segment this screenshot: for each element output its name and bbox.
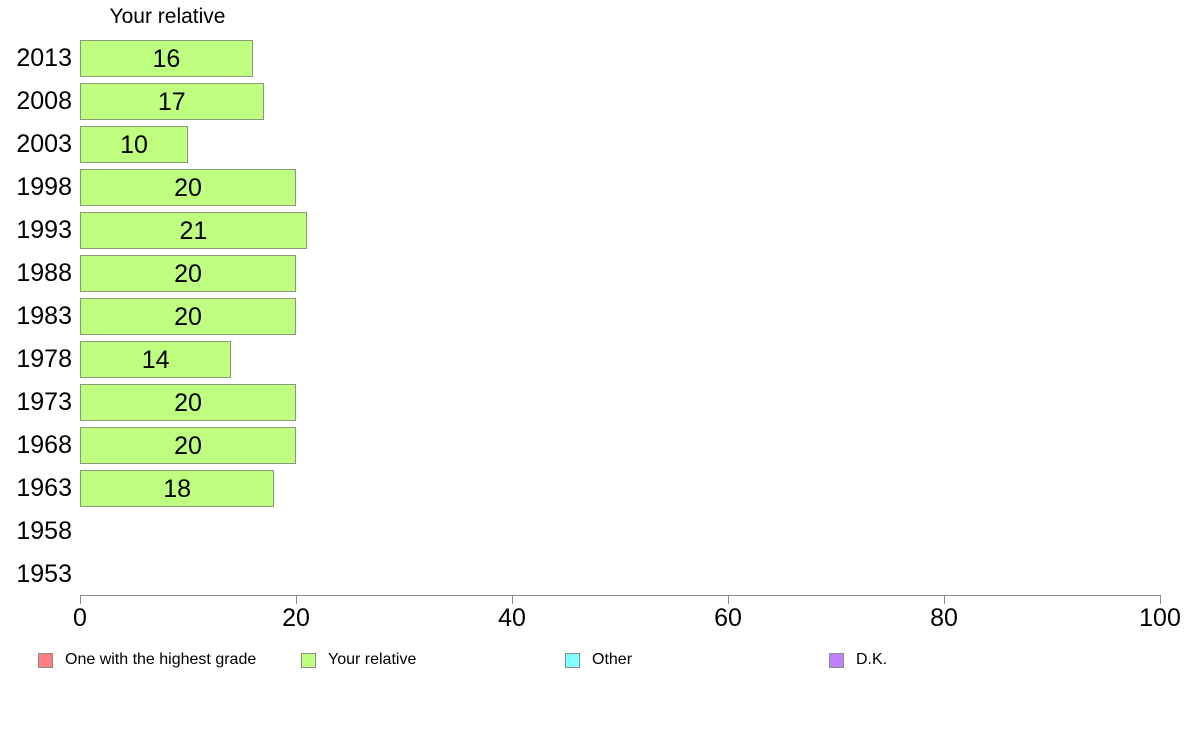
- legend-label: Your relative: [328, 651, 417, 668]
- chart-row: 1983 20: [0, 295, 1188, 338]
- bar: 16: [80, 40, 253, 77]
- bar: 21: [80, 212, 307, 249]
- chart-row: 2008 17: [0, 80, 1188, 123]
- year-label: 2003: [16, 130, 72, 158]
- bar: 20: [80, 427, 296, 464]
- year-label: 1978: [16, 345, 72, 373]
- bar: 18: [80, 470, 275, 507]
- x-axis-tick-mark: [1160, 595, 1161, 604]
- legend-swatch: [829, 652, 844, 668]
- x-axis-tick-mark: [80, 595, 81, 604]
- bar: 17: [80, 83, 264, 120]
- year-label: 1963: [16, 474, 72, 502]
- chart-row: 1968 20: [0, 424, 1188, 467]
- chart-row: 1988 20: [0, 252, 1188, 295]
- bar: 14: [80, 341, 232, 378]
- legend-swatch: [301, 652, 316, 668]
- legend: One with the highest grade Your relative O…: [0, 648, 1188, 672]
- year-label: 1968: [16, 431, 72, 459]
- x-axis-tick-mark: [512, 595, 513, 604]
- legend-label: D.K.: [856, 651, 888, 668]
- x-axis-tick-label: 20: [282, 604, 310, 632]
- x-axis-tick-mark: [296, 595, 297, 604]
- chart-row: 1993 21: [0, 209, 1188, 252]
- year-label: 1973: [16, 388, 72, 416]
- chart-row: 1973 20: [0, 381, 1188, 424]
- year-label: 1998: [16, 173, 72, 201]
- year-label: 1958: [16, 517, 72, 545]
- bar: 20: [80, 169, 296, 206]
- chart-row: 1958: [0, 510, 1188, 553]
- chart-row: 1998 20: [0, 166, 1188, 209]
- legend-label: One with the highest grade: [65, 651, 257, 668]
- legend-item: Other: [565, 648, 632, 672]
- bar: 20: [80, 255, 296, 292]
- year-label: 2013: [16, 44, 72, 72]
- legend-label: Other: [592, 651, 633, 668]
- chart-row: 1953: [0, 553, 1188, 596]
- bar: 20: [80, 298, 296, 335]
- chart-row: 2003 10: [0, 123, 1188, 166]
- legend-item: Your relative: [301, 648, 416, 672]
- year-label: 1993: [16, 216, 72, 244]
- legend-item: One with the highest grade: [38, 648, 256, 672]
- year-label: 1988: [16, 259, 72, 287]
- year-label: 1983: [16, 302, 72, 330]
- x-axis-tick-label: 100: [1139, 604, 1181, 632]
- x-axis-line: [80, 595, 1161, 596]
- legend-swatch: [38, 652, 53, 668]
- legend-item: D.K.: [829, 648, 887, 672]
- x-axis-tick-label: 60: [714, 604, 742, 632]
- chart-title: Your relative: [109, 5, 226, 28]
- bar: 20: [80, 384, 296, 421]
- x-axis-tick-mark: [728, 595, 729, 604]
- year-label: 2008: [16, 87, 72, 115]
- chart-row: 1963 18: [0, 467, 1188, 510]
- bar: 10: [80, 126, 188, 163]
- x-axis-tick-label: 80: [930, 604, 958, 632]
- x-axis-tick-label: 0: [73, 604, 87, 632]
- legend-swatch: [565, 652, 580, 668]
- plot-area: 2013 16 2008 17 2003 10 1998 20 1993 21 1988 20 1983…: [0, 37, 1188, 595]
- x-axis-tick-label: 40: [498, 604, 526, 632]
- chart-row: 1978 14: [0, 338, 1188, 381]
- year-label: 1953: [16, 560, 72, 588]
- chart-row: 2013 16: [0, 37, 1188, 80]
- x-axis-tick-mark: [944, 595, 945, 604]
